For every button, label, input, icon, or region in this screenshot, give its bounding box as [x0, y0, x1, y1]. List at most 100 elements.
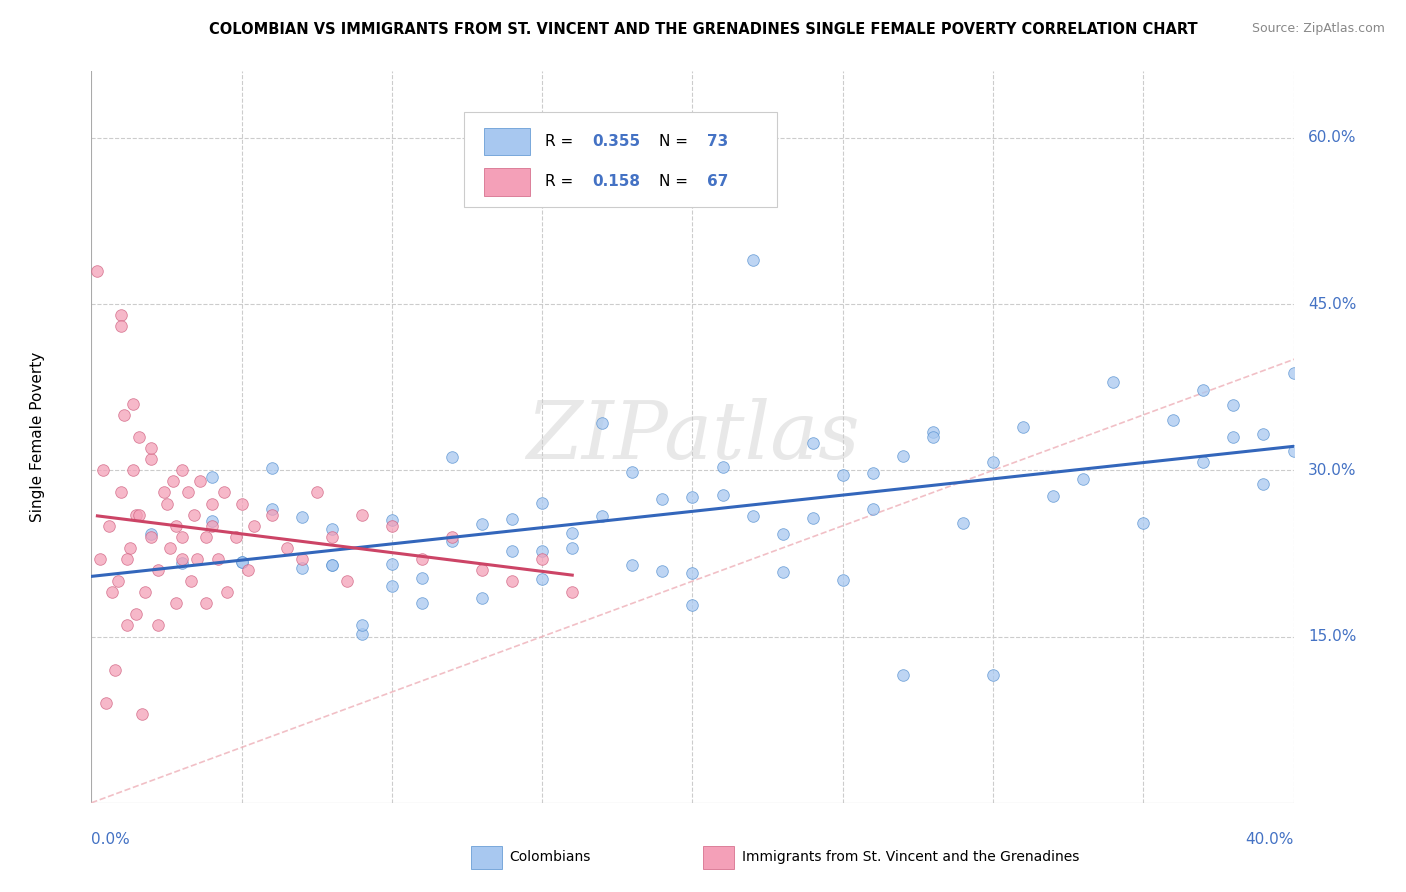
Point — [772, 565, 794, 579]
Point — [231, 497, 253, 511]
Point — [621, 465, 644, 479]
Point — [1102, 375, 1125, 389]
Point — [117, 552, 139, 566]
Point — [260, 461, 283, 475]
Point — [741, 252, 763, 267]
Point — [194, 596, 217, 610]
Point — [1222, 430, 1244, 444]
Point — [831, 468, 853, 483]
Point — [1253, 427, 1275, 442]
Point — [922, 425, 945, 440]
Point — [146, 618, 169, 632]
Point — [201, 470, 224, 484]
Point — [186, 552, 208, 566]
Point — [531, 544, 554, 558]
Point — [152, 485, 174, 500]
Text: 40.0%: 40.0% — [1246, 832, 1294, 847]
Point — [336, 574, 359, 589]
Text: ZIPatlas: ZIPatlas — [526, 399, 859, 475]
Point — [141, 527, 163, 541]
Point — [98, 518, 121, 533]
Point — [225, 530, 247, 544]
Point — [125, 607, 148, 622]
Point — [107, 574, 129, 589]
Point — [381, 513, 404, 527]
Point — [651, 492, 673, 507]
Point — [242, 518, 264, 533]
Point — [134, 585, 156, 599]
Point — [176, 485, 198, 500]
Point — [440, 450, 463, 464]
Point — [110, 319, 132, 334]
Point — [201, 497, 224, 511]
Point — [1161, 413, 1184, 427]
Point — [291, 552, 314, 566]
Point — [194, 530, 217, 544]
Point — [501, 544, 523, 558]
Point — [128, 430, 150, 444]
Point — [201, 514, 224, 528]
Point — [411, 596, 433, 610]
FancyBboxPatch shape — [464, 112, 776, 207]
Point — [440, 530, 463, 544]
Point — [170, 552, 193, 566]
Point — [981, 454, 1004, 468]
Point — [591, 509, 613, 524]
Point — [165, 596, 187, 610]
Point — [141, 530, 163, 544]
Point — [651, 564, 673, 578]
Point — [741, 509, 763, 524]
Point — [89, 552, 111, 566]
Point — [531, 572, 554, 586]
Point — [122, 397, 145, 411]
Point — [86, 264, 108, 278]
Point — [711, 488, 734, 502]
Point — [141, 441, 163, 455]
Point — [501, 511, 523, 525]
Point — [862, 467, 884, 481]
Text: 0.0%: 0.0% — [91, 832, 131, 847]
Point — [180, 574, 202, 589]
Point — [93, 463, 115, 477]
Text: 45.0%: 45.0% — [1308, 297, 1357, 311]
Text: 15.0%: 15.0% — [1308, 629, 1357, 644]
Point — [117, 618, 139, 632]
Text: R =: R = — [544, 174, 578, 189]
Point — [561, 585, 583, 599]
Point — [350, 617, 373, 632]
Point — [981, 668, 1004, 682]
Point — [381, 518, 404, 533]
Point — [170, 530, 193, 544]
Point — [952, 516, 974, 530]
Point — [170, 463, 193, 477]
Point — [291, 561, 314, 575]
Point — [1042, 489, 1064, 503]
Text: Single Female Poverty: Single Female Poverty — [30, 352, 45, 522]
Point — [381, 557, 404, 571]
FancyBboxPatch shape — [485, 128, 530, 155]
Text: 73: 73 — [707, 134, 728, 149]
Point — [170, 556, 193, 570]
Point — [165, 518, 187, 533]
Point — [531, 495, 554, 509]
Point — [1012, 419, 1035, 434]
Point — [471, 591, 494, 606]
Text: 30.0%: 30.0% — [1308, 463, 1357, 478]
Point — [155, 497, 177, 511]
Point — [183, 508, 205, 522]
Point — [1132, 516, 1154, 531]
Point — [891, 668, 914, 682]
Point — [231, 555, 253, 569]
Text: N =: N = — [659, 134, 693, 149]
FancyBboxPatch shape — [485, 168, 530, 195]
Point — [440, 534, 463, 549]
Point — [114, 408, 136, 422]
Point — [207, 552, 229, 566]
Point — [321, 558, 343, 572]
Point — [1282, 366, 1305, 380]
Point — [831, 574, 853, 588]
Point — [411, 571, 433, 585]
Point — [321, 523, 343, 537]
Point — [862, 501, 884, 516]
Text: Immigrants from St. Vincent and the Grenadines: Immigrants from St. Vincent and the Gren… — [742, 850, 1080, 864]
